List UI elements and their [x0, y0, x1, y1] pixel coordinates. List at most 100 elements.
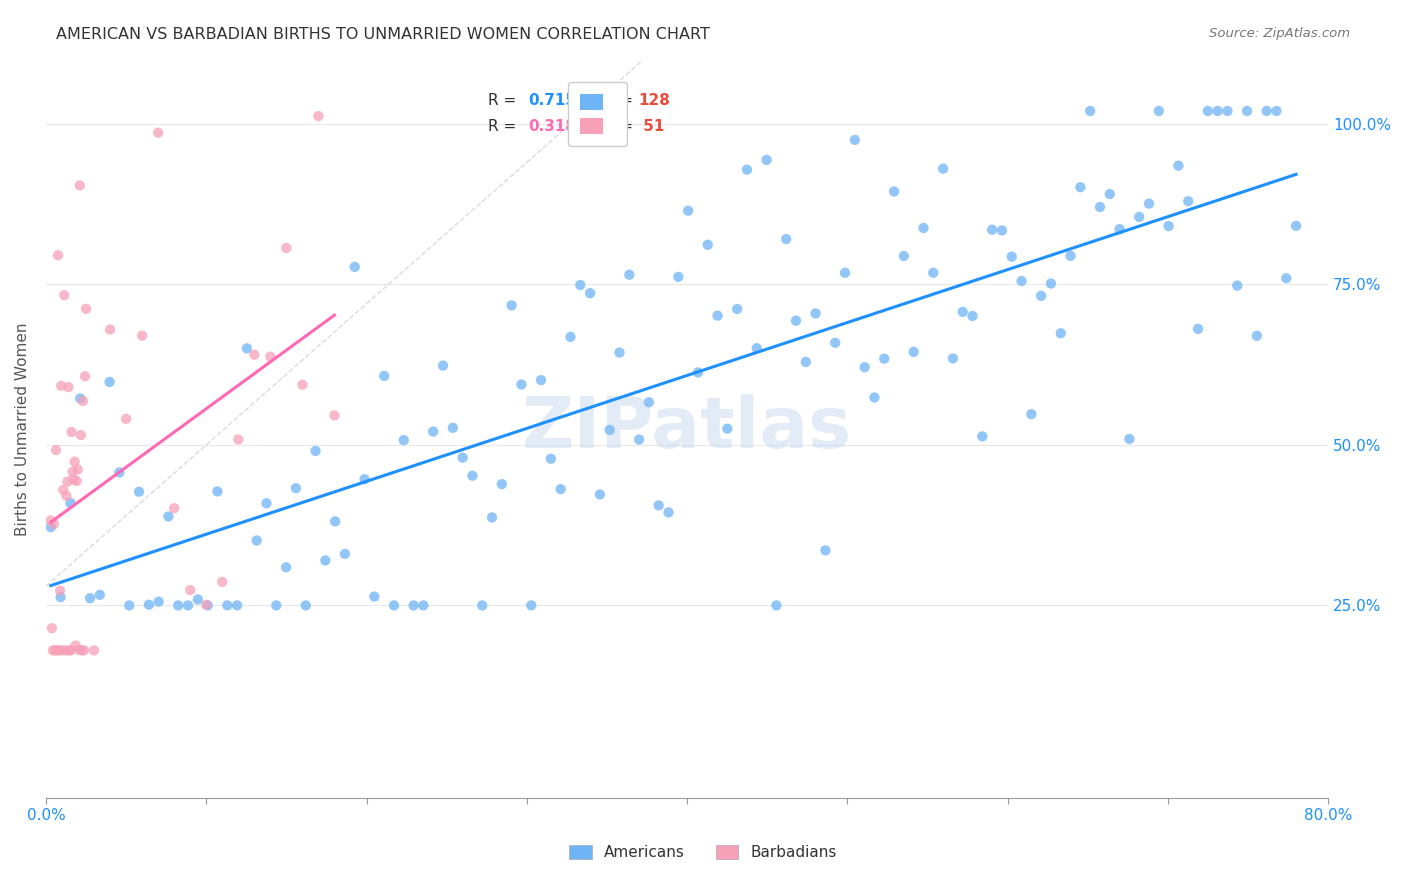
- Point: [1187, 322, 1209, 336]
- Point: [1147, 103, 1170, 118]
- Point: [981, 223, 1004, 237]
- Point: [589, 487, 612, 501]
- Point: [1216, 103, 1239, 118]
- Point: [72, 393, 94, 408]
- Point: [765, 599, 787, 613]
- Point: [530, 373, 553, 387]
- Point: [187, 592, 209, 607]
- Point: [402, 599, 425, 613]
- Point: [382, 599, 405, 613]
- Point: [211, 574, 233, 589]
- Point: [599, 423, 621, 437]
- Point: [284, 481, 307, 495]
- Point: [157, 509, 180, 524]
- Point: [55, 489, 77, 503]
- Point: [510, 377, 533, 392]
- Point: [148, 594, 170, 608]
- Point: [1177, 194, 1199, 209]
- Point: [70, 428, 93, 442]
- Text: R =: R =: [488, 119, 522, 134]
- Legend: Americans, Barbadians: Americans, Barbadians: [562, 839, 844, 866]
- Point: [1197, 103, 1219, 118]
- Point: [550, 482, 572, 496]
- Point: [243, 348, 266, 362]
- Point: [274, 560, 297, 574]
- Point: [1285, 219, 1308, 233]
- Point: [755, 153, 778, 167]
- Point: [648, 499, 671, 513]
- Point: [226, 599, 249, 613]
- Point: [314, 553, 336, 567]
- Point: [735, 162, 758, 177]
- Point: [804, 306, 827, 320]
- Point: [66, 474, 89, 488]
- Text: N =: N =: [603, 119, 637, 134]
- Point: [1206, 103, 1229, 118]
- Point: [131, 328, 153, 343]
- Point: [73, 369, 96, 384]
- Point: [363, 590, 385, 604]
- Point: [373, 368, 395, 383]
- Point: [883, 185, 905, 199]
- Point: [1098, 187, 1121, 202]
- Point: [53, 288, 76, 302]
- Point: [432, 359, 454, 373]
- Point: [1118, 432, 1140, 446]
- Point: [217, 599, 239, 613]
- Point: [657, 505, 679, 519]
- Point: [844, 133, 866, 147]
- Point: [236, 341, 259, 355]
- Point: [1236, 103, 1258, 118]
- Text: N =: N =: [603, 93, 637, 108]
- Point: [1256, 103, 1278, 118]
- Point: [560, 330, 582, 344]
- Point: [520, 599, 543, 613]
- Point: [686, 366, 709, 380]
- Text: 0.715: 0.715: [529, 93, 576, 108]
- Point: [343, 260, 366, 274]
- Point: [893, 249, 915, 263]
- Point: [1088, 200, 1111, 214]
- Text: R =: R =: [488, 93, 522, 108]
- Point: [1001, 250, 1024, 264]
- Point: [991, 223, 1014, 237]
- Point: [67, 643, 90, 657]
- Point: [481, 510, 503, 524]
- Point: [46, 248, 69, 262]
- Point: [1167, 159, 1189, 173]
- Point: [912, 221, 935, 235]
- Point: [304, 444, 326, 458]
- Point: [89, 588, 111, 602]
- Point: [422, 425, 444, 439]
- Point: [118, 599, 141, 613]
- Point: [39, 513, 62, 527]
- Point: [1069, 180, 1091, 194]
- Point: [167, 599, 190, 613]
- Point: [49, 590, 72, 604]
- Point: [62, 465, 84, 479]
- Point: [628, 433, 651, 447]
- Point: [1049, 326, 1071, 341]
- Point: [246, 533, 269, 548]
- Point: [49, 379, 72, 393]
- Point: [65, 639, 87, 653]
- Point: [98, 322, 121, 336]
- Point: [60, 425, 83, 439]
- Point: [706, 309, 728, 323]
- Point: [294, 599, 316, 613]
- Point: [39, 520, 62, 534]
- Text: 128: 128: [638, 93, 671, 108]
- Point: [291, 377, 314, 392]
- Point: [63, 455, 86, 469]
- Point: [353, 472, 375, 486]
- Point: [323, 409, 346, 423]
- Point: [323, 515, 346, 529]
- Point: [863, 391, 886, 405]
- Text: AMERICAN VS BARBADIAN BIRTHS TO UNMARRIED WOMEN CORRELATION CHART: AMERICAN VS BARBADIAN BIRTHS TO UNMARRIE…: [56, 27, 710, 42]
- Point: [501, 298, 523, 312]
- Point: [412, 599, 434, 613]
- Point: [873, 351, 896, 366]
- Point: [775, 232, 797, 246]
- Point: [62, 473, 84, 487]
- Point: [952, 305, 974, 319]
